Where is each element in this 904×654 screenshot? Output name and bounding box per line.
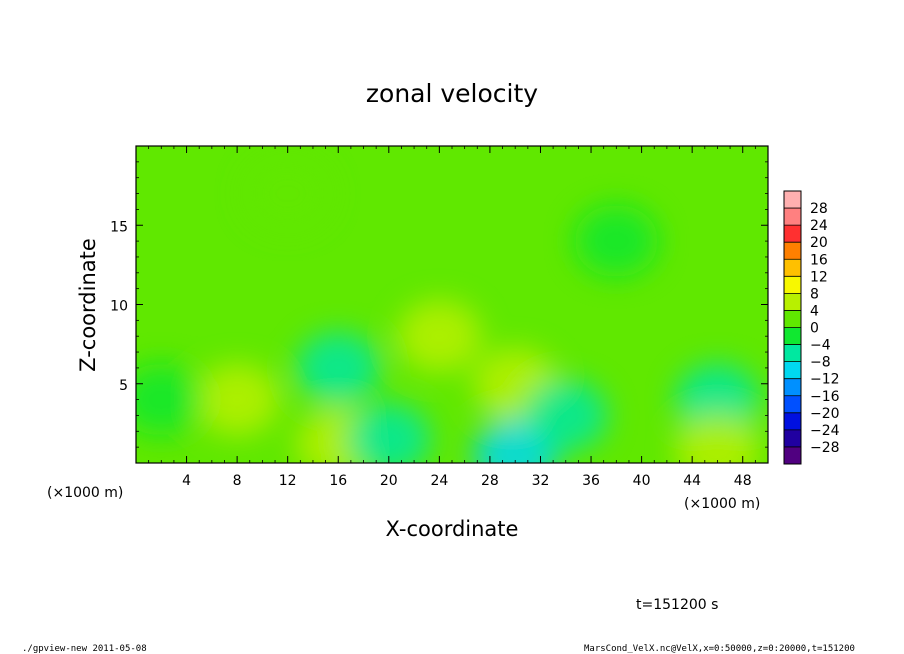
- colorbar-label: −4: [810, 338, 831, 354]
- x-tick-label: 32: [532, 473, 550, 489]
- x-tick-label: 28: [481, 473, 499, 489]
- colorbar-label: 12: [810, 269, 828, 285]
- colorbar-label: 28: [810, 201, 828, 217]
- x-tick-label: 24: [430, 473, 448, 489]
- colorbar-label: −16: [810, 389, 840, 405]
- colorbar-label: 4: [810, 303, 819, 319]
- colorbar-swatch: [784, 361, 801, 379]
- heatmap-feature-12: [245, 157, 330, 230]
- colorbar-swatch: [784, 259, 801, 277]
- heatmap-feature-5: [675, 414, 760, 463]
- colorbar-swatch: [784, 429, 801, 447]
- x-unit-left: (×1000 m): [47, 485, 123, 501]
- heatmap-feature-11: [574, 205, 659, 278]
- colorbar-swatch: [784, 395, 801, 413]
- colorbar-label: −8: [810, 355, 831, 371]
- x-tick-label: 16: [329, 473, 347, 489]
- colorbar-label: −28: [810, 440, 840, 456]
- colorbar-swatch: [784, 446, 801, 464]
- colorbar-label: −24: [810, 423, 840, 439]
- heatmap-feature-9: [346, 403, 431, 463]
- footer-right: MarsCond_VelX.nc@VelX,x=0:50000,z=0:2000…: [584, 644, 855, 654]
- colorbar-swatch: [784, 208, 801, 226]
- x-tick-label: 4: [182, 473, 191, 489]
- colorbar-swatch: [784, 378, 801, 396]
- heatmap-feature-4: [195, 363, 280, 436]
- x-tick-label: 12: [279, 473, 297, 489]
- y-tick-label: 10: [110, 299, 128, 315]
- colorbar-label: 20: [810, 235, 828, 251]
- heatmap-feature-1: [296, 331, 381, 404]
- colorbar-label: 8: [810, 286, 819, 302]
- colorbar-label: −12: [810, 372, 840, 388]
- x-unit-right: (×1000 m): [684, 496, 760, 512]
- colorbar-label: 16: [810, 252, 828, 268]
- heatmap-feature-10: [136, 363, 204, 436]
- y-tick-label: 15: [110, 219, 128, 235]
- x-axis-ticks: 4 8 12 16 20 24 28 32 36 40 44 48: [148, 146, 756, 489]
- colorbar-label: 0: [810, 321, 819, 337]
- x-tick-label: 40: [633, 473, 651, 489]
- x-tick-label: 36: [582, 473, 600, 489]
- colorbar-swatch: [784, 225, 801, 243]
- colorbar-swatch: [784, 242, 801, 260]
- heatmap-features: [136, 157, 760, 463]
- x-tick-label: 8: [233, 473, 242, 489]
- x-tick-label: 48: [734, 473, 752, 489]
- colorbar-swatch: [784, 191, 801, 209]
- heatmap-feature-8: [523, 379, 608, 452]
- y-tick-label: 5: [119, 378, 128, 394]
- x-axis-label: X-coordinate: [386, 517, 519, 541]
- colorbar-swatch: [784, 412, 801, 430]
- colorbar-swatch: [784, 293, 801, 311]
- x-tick-label: 44: [683, 473, 701, 489]
- footer-left: ./gpview-new 2011-05-08: [22, 644, 147, 654]
- x-tick-label: 20: [380, 473, 398, 489]
- colorbar-label: −20: [810, 406, 840, 422]
- heatmap-feature-2: [675, 363, 760, 436]
- colorbar-swatch: [784, 276, 801, 294]
- colorbar-swatch: [784, 327, 801, 345]
- y-axis-label: Z-coordinate: [76, 238, 100, 372]
- colorbar-label: 24: [810, 218, 828, 234]
- heatmap-feature-7: [397, 300, 482, 373]
- chart-title: zonal velocity: [366, 79, 538, 108]
- colorbar-swatch: [784, 310, 801, 328]
- heatmap-field: [136, 146, 768, 463]
- colorbar-swatch: [784, 344, 801, 362]
- y-axis-ticks: 5 10 15: [110, 161, 768, 448]
- time-annotation: t=151200 s: [636, 597, 718, 613]
